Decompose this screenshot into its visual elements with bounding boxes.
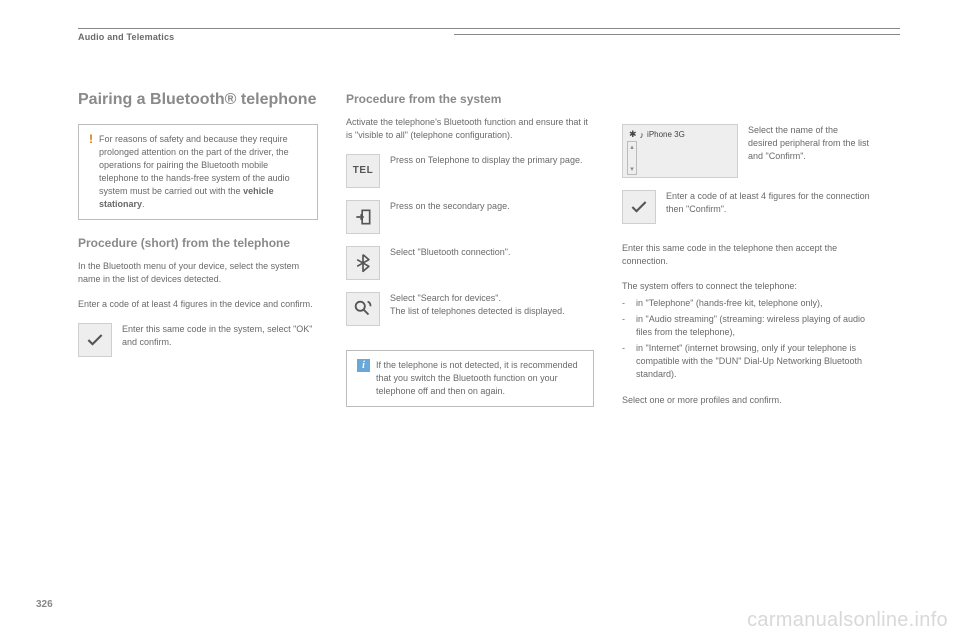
code-confirm-row: Enter a code of at least 4 figures for t… (622, 190, 870, 224)
sub-heading-system-procedure: Procedure from the system (346, 92, 594, 108)
sub-heading-short-procedure: Procedure (short) from the telephone (78, 236, 318, 252)
header-rule (454, 34, 900, 35)
check-icon (622, 190, 656, 224)
col3-p1: Enter this same code in the telephone th… (622, 242, 870, 268)
device-name: iPhone 3G (647, 130, 685, 139)
col1-p2: Enter a code of at least 4 figures in th… (78, 298, 318, 311)
li-telephone: in "Telephone" (hands-free kit, telephon… (636, 297, 823, 310)
secondary-row: Press on the secondary page. (346, 200, 594, 234)
tel-icon: TEL (346, 154, 380, 188)
watermark: carmanualsonline.info (747, 609, 948, 632)
list-item: in "Internet" (internet browsing, only i… (622, 342, 870, 381)
page-number: 326 (36, 599, 53, 610)
search-devices-icon (346, 292, 380, 326)
col3-p3: Select one or more profiles and confirm. (622, 394, 870, 407)
warning-icon: ! (89, 133, 93, 211)
scroll-indicator: ▴ ▾ (627, 141, 637, 175)
info-icon: i (357, 359, 370, 372)
li-internet: in "Internet" (internet browsing, only i… (636, 342, 870, 381)
info-text: If the telephone is not detected, it is … (376, 359, 583, 398)
check-icon (78, 323, 112, 357)
music-mini-icon: ♪ (640, 130, 645, 140)
device-list-box: ✱ ♪ iPhone 3G ▴ ▾ (622, 124, 738, 178)
device-select-row: ✱ ♪ iPhone 3G ▴ ▾ Select the name of the… (622, 124, 870, 178)
secondary-text: Press on the secondary page. (390, 200, 594, 213)
tel-row: TEL Press on Telephone to display the pr… (346, 154, 594, 188)
content-columns: Pairing a Bluetooth® telephone ! For rea… (78, 90, 900, 423)
warning-box: ! For reasons of safety and because they… (78, 124, 318, 220)
profile-list: in "Telephone" (hands-free kit, telephon… (622, 297, 870, 384)
scroll-down-icon: ▾ (630, 165, 634, 173)
manual-page: Audio and Telematics Pairing a Bluetooth… (0, 0, 960, 423)
column-3: ✱ ♪ iPhone 3G ▴ ▾ Select the name of the… (622, 90, 870, 423)
list-item: in "Audio streaming" (streaming: wireles… (622, 313, 870, 339)
info-box: i If the telephone is not detected, it i… (346, 350, 594, 407)
tel-label: TEL (353, 165, 373, 176)
warning-tail: . (142, 199, 145, 209)
list-item: in "Telephone" (hands-free kit, telephon… (622, 297, 870, 310)
column-1: Pairing a Bluetooth® telephone ! For rea… (78, 90, 318, 423)
search-row: Select "Search for devices". The list of… (346, 292, 594, 326)
col1-p1: In the Bluetooth menu of your device, se… (78, 260, 318, 286)
section-title: Audio and Telematics (78, 32, 174, 42)
bluetooth-row: Select "Bluetooth connection". (346, 246, 594, 280)
bluetooth-mini-icon: ✱ (629, 129, 637, 140)
bluetooth-icon (346, 246, 380, 280)
scroll-up-icon: ▴ (630, 143, 634, 151)
confirm-row: Enter this same code in the system, sele… (78, 323, 318, 357)
top-rule (78, 28, 900, 29)
bluetooth-text: Select "Bluetooth connection". (390, 246, 594, 259)
col3-p2: The system offers to connect the telepho… (622, 280, 870, 293)
secondary-page-icon (346, 200, 380, 234)
tel-text: Press on Telephone to display the primar… (390, 154, 594, 167)
device-select-text: Select the name of the desired periphera… (748, 124, 870, 163)
main-heading: Pairing a Bluetooth® telephone (78, 90, 318, 110)
confirm-text: Enter this same code in the system, sele… (122, 323, 318, 349)
li-audio-streaming: in "Audio streaming" (streaming: wireles… (636, 313, 870, 339)
device-entry: ✱ ♪ iPhone 3G (629, 129, 731, 140)
col2-p1: Activate the telephone's Bluetooth funct… (346, 116, 594, 142)
header-row: Audio and Telematics (78, 32, 900, 42)
code-confirm-text: Enter a code of at least 4 figures for t… (666, 190, 870, 216)
column-2: Procedure from the system Activate the t… (346, 90, 594, 423)
search-text: Select "Search for devices". The list of… (390, 292, 594, 318)
warning-text: For reasons of safety and because they r… (99, 133, 307, 211)
